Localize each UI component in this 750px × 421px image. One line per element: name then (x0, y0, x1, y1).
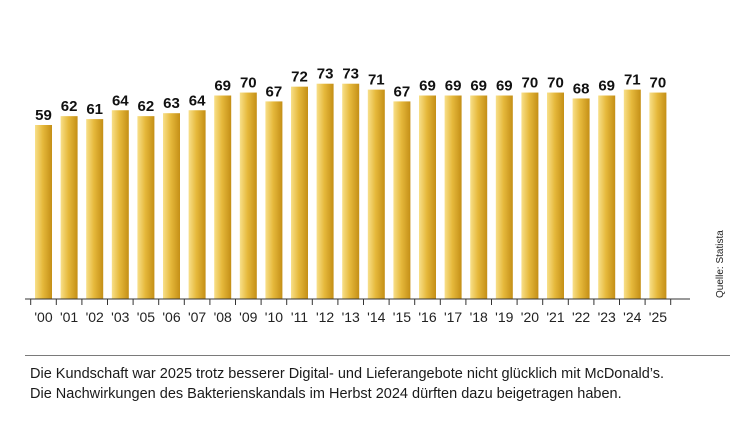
bar-value-label: 67 (266, 83, 283, 100)
x-tick-label: '21 (546, 309, 564, 325)
bar (137, 116, 155, 300)
bar (444, 95, 462, 299)
bar-value-label: 62 (138, 98, 155, 115)
x-tick-label: '01 (60, 309, 78, 325)
bar (111, 110, 129, 299)
caption-line-1: Die Kundschaft war 2025 trotz besserer D… (30, 366, 665, 382)
x-axis-ticks (30, 299, 672, 305)
bar (623, 89, 641, 299)
x-tick-label: '00 (34, 309, 52, 325)
bar-chart: 59 62 61 64 62 63 64 69 70 67 72 73 73 71 67 69 69 69 69 70… (25, 66, 726, 325)
bar-value-label: 73 (342, 66, 359, 83)
bar-value-label: 70 (240, 75, 257, 92)
x-tick-label: '15 (393, 309, 411, 325)
bar (521, 92, 539, 299)
x-tick-label: '14 (367, 309, 385, 325)
bar (495, 95, 513, 299)
bar-value-label: 69 (470, 78, 487, 95)
bar-value-label: 70 (650, 75, 667, 92)
x-tick-label: '06 (162, 309, 180, 325)
bar (291, 86, 308, 299)
bar (572, 98, 590, 300)
x-tick-label: '10 (265, 309, 283, 325)
x-tick-label: '20 (521, 309, 539, 325)
bar (367, 89, 385, 299)
x-tick-label: '07 (188, 309, 206, 325)
bar (188, 110, 206, 299)
x-tick-label: '11 (291, 309, 308, 325)
bar-value-label: 62 (61, 98, 78, 115)
bar (649, 92, 667, 299)
caption-divider (25, 355, 730, 356)
bar-value-label: 69 (419, 78, 436, 95)
x-tick-label: '02 (86, 309, 104, 325)
bar (547, 92, 564, 299)
x-tick-label: '19 (495, 309, 513, 325)
x-tick-label: '24 (623, 309, 641, 325)
bar (419, 95, 436, 299)
bar (239, 92, 257, 299)
x-tick-label: '22 (572, 309, 590, 325)
bar-value-label: 69 (214, 78, 231, 95)
bar-value-label: 59 (35, 107, 52, 124)
bar-value-label: 69 (445, 78, 462, 95)
bar-value-label: 71 (368, 72, 385, 89)
bar-value-label: 63 (163, 95, 180, 112)
value-labels: 59 62 61 64 62 63 64 69 70 67 72 73 73 71 67 69 69 69 69 70… (35, 66, 666, 124)
bar (470, 95, 488, 299)
x-tick-label: '12 (316, 309, 334, 325)
bar-value-label: 71 (624, 72, 641, 89)
x-tick-label: '13 (342, 309, 360, 325)
x-tick-label: '25 (649, 309, 667, 325)
bar (265, 101, 283, 299)
x-tick-label: '23 (598, 309, 616, 325)
bar (342, 83, 360, 300)
bar-series (35, 83, 667, 300)
bar (598, 95, 616, 299)
x-axis-tick-labels: '00 '01 '02 '03 '05 '06 '07 '08 '09 '10 '11 '12 '13 '… (34, 309, 667, 325)
caption-line-2: Die Nachwirkungen des Bakterienskandals … (30, 386, 622, 402)
x-tick-label: '09 (239, 309, 257, 325)
x-tick-label: '16 (418, 309, 436, 325)
x-tick-label: '18 (470, 309, 488, 325)
x-tick-label: '08 (214, 309, 232, 325)
bar (214, 95, 232, 299)
bar-value-label: 72 (291, 69, 308, 86)
x-tick-label: '17 (444, 309, 462, 325)
x-tick-label: '03 (111, 309, 129, 325)
bar (60, 116, 78, 300)
bar-value-label: 64 (112, 92, 129, 109)
bar (86, 119, 104, 299)
bar-value-label: 69 (496, 78, 513, 95)
bar (163, 113, 180, 299)
bar-value-label: 67 (394, 83, 411, 100)
bar-value-label: 73 (317, 66, 334, 83)
bar (316, 83, 334, 300)
bar (35, 125, 52, 299)
bar-value-label: 69 (598, 78, 615, 95)
bar-value-label: 70 (522, 75, 539, 92)
x-tick-label: '05 (137, 309, 155, 325)
caption: Die Kundschaft war 2025 trotz besserer D… (30, 364, 730, 404)
bar-value-label: 64 (189, 92, 206, 109)
bar-value-label: 61 (86, 101, 103, 118)
bar-value-label: 68 (573, 80, 590, 97)
bar (393, 101, 411, 299)
source-label: Quelle: Statista (715, 230, 726, 298)
bar-value-label: 70 (547, 75, 564, 92)
